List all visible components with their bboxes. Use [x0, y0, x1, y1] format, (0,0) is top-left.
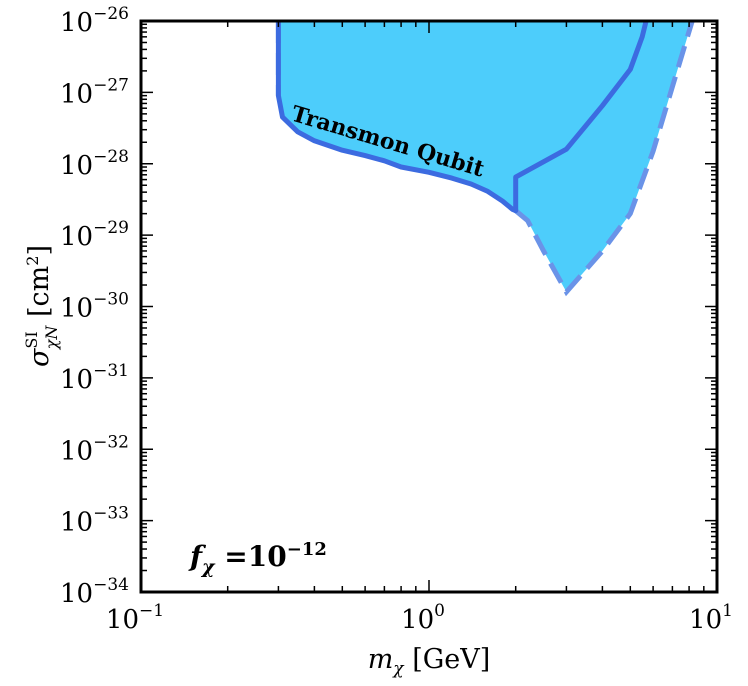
x-tick-label: 10−1 — [106, 601, 164, 635]
y-tick-label: 10−26 — [60, 4, 129, 38]
y-tick-label: 10−30 — [60, 290, 129, 324]
x-tick-label: 100 — [401, 601, 445, 635]
plot-area — [275, 21, 695, 297]
dashed-boundary-lower — [514, 21, 695, 297]
y-tick-label: 10−34 — [60, 575, 129, 609]
tick-labels: 10−1 100 101 10−26 10−27 10−28 10−29 10−30 10−31… — [60, 4, 733, 635]
y-tick-label: 10−29 — [60, 218, 129, 252]
x-axis-label: mχ [GeV] — [368, 644, 491, 679]
excluded-region-fill — [278, 21, 693, 292]
y-axis-label: σSIχN [cm2] — [22, 245, 61, 367]
y-tick-label: 10−28 — [60, 147, 129, 181]
y-tick-label: 10−31 — [60, 361, 129, 395]
y-tick-label: 10−33 — [60, 504, 129, 538]
solid-boundary — [275, 21, 649, 214]
axis-ticks — [140, 20, 718, 593]
fraction-annotation: fχ =10−12 — [188, 539, 327, 578]
y-tick-label: 10−27 — [60, 75, 129, 109]
svg-text:σSIχN [cm2]: σSIχN [cm2] — [22, 245, 61, 367]
x-tick-label: 101 — [689, 601, 733, 635]
y-tick-label: 10−32 — [60, 432, 129, 466]
